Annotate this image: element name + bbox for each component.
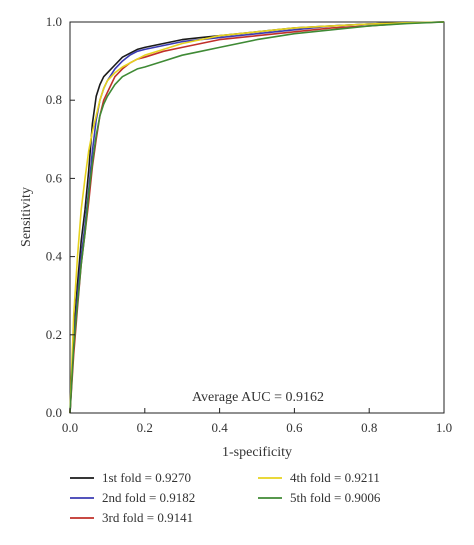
series-line-1 [69, 21, 445, 414]
series-line-2 [69, 21, 445, 414]
x-tick-label: 0.4 [211, 420, 228, 435]
legend-label-1: 1st fold = 0.9270 [102, 470, 191, 485]
y-axis-title: Sensitivity [19, 187, 34, 247]
x-tick-label: 1.0 [436, 420, 452, 435]
y-tick-label: 0.0 [46, 405, 62, 420]
x-tick-label: 0.8 [361, 420, 377, 435]
series-line-3 [69, 21, 445, 414]
y-tick-label: 0.2 [46, 327, 62, 342]
annotation-average-auc: Average AUC = 0.9162 [192, 390, 324, 405]
legend-label-4: 4th fold = 0.9211 [290, 470, 380, 485]
legend-label-2: 2nd fold = 0.9182 [102, 490, 195, 505]
y-tick-label: 1.0 [46, 14, 62, 29]
y-tick-label: 0.6 [46, 170, 63, 185]
x-axis-title: 1-specificity [222, 445, 292, 460]
y-tick-label: 0.4 [46, 249, 63, 264]
ticks-layer: 0.0 0.2 0.4 0.6 0.8 1.0 0.0 0.2 0.4 0.6 0.8 1.0 [46, 14, 452, 435]
series-line-4 [69, 21, 445, 414]
x-tick-label: 0.0 [62, 420, 78, 435]
plot-frame [69, 21, 445, 414]
series-layer [69, 21, 445, 414]
y-tick-label: 0.8 [46, 92, 62, 107]
x-tick-label: 0.6 [286, 420, 303, 435]
legend-label-5: 5th fold = 0.9006 [290, 490, 381, 505]
x-tick-label: 0.2 [137, 420, 153, 435]
legend: 1st fold = 0.9270 2nd fold = 0.9182 3rd fo… [70, 470, 381, 525]
series-line-5 [69, 21, 445, 414]
legend-label-3: 3rd fold = 0.9141 [102, 510, 193, 525]
